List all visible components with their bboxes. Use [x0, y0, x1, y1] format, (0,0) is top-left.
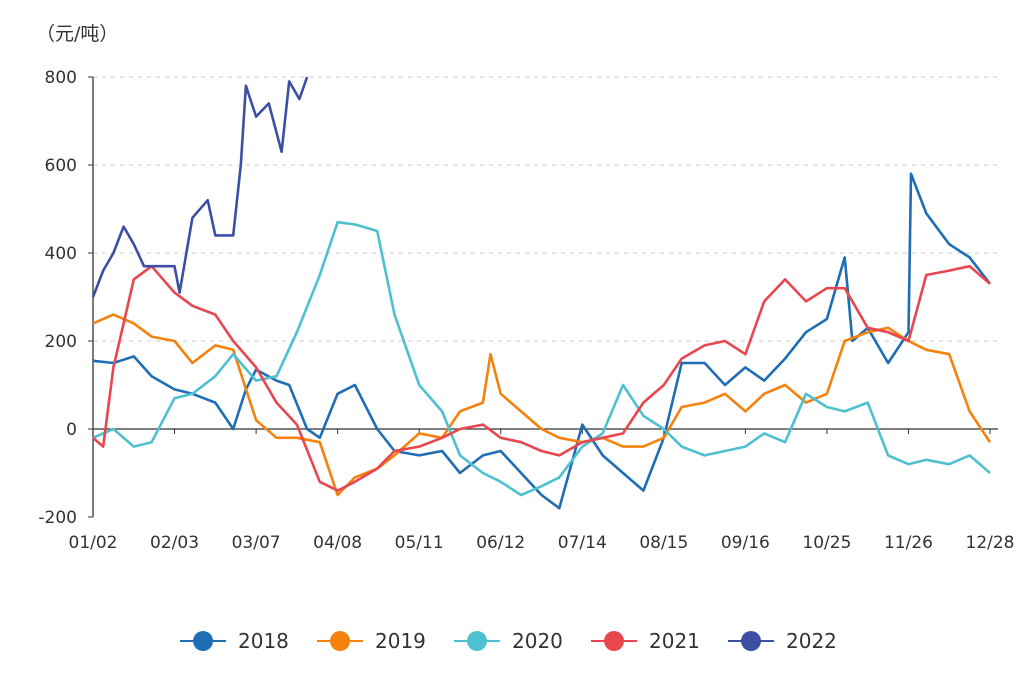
- y-tick-label: 400: [45, 244, 77, 264]
- series-lines: [91, 76, 992, 510]
- y-axis-label: （元/吨）: [36, 23, 118, 45]
- legend-label-2022: 2022: [786, 629, 837, 653]
- x-tick-label: 01/02: [69, 533, 118, 553]
- x-tick-label: 06/12: [476, 533, 525, 553]
- x-tick-label: 11/26: [884, 533, 933, 553]
- legend-label-2021: 2021: [649, 629, 700, 653]
- legend-marker-2018: [193, 631, 213, 651]
- x-tick-label: 12/28: [966, 533, 1015, 553]
- x-tick-label: 05/11: [395, 533, 444, 553]
- y-tick-label: 800: [45, 68, 77, 88]
- x-tick-label: 04/08: [313, 533, 362, 553]
- series-line-2020: [92, 220, 991, 497]
- y-tick-label: -200: [38, 508, 77, 528]
- series-line-2021: [92, 264, 991, 492]
- legend-marker-2019: [330, 631, 350, 651]
- x-tick-label: 09/16: [721, 533, 770, 553]
- legend-label-2020: 2020: [512, 629, 563, 653]
- gridlines: [93, 76, 1000, 342]
- x-tick-label: 08/15: [639, 533, 688, 553]
- y-tick-label: 600: [45, 156, 77, 176]
- y-tick-label: 0: [66, 420, 77, 440]
- legend-marker-2020: [467, 631, 487, 651]
- x-tick-label: 10/25: [802, 533, 851, 553]
- series-line-2019: [92, 313, 992, 497]
- x-tick-label: 02/03: [150, 533, 199, 553]
- series-line-2018: [92, 172, 992, 510]
- legend-label-2018: 2018: [238, 629, 289, 653]
- series-line-2022: [91, 76, 309, 298]
- legend: 2018 2019 2020 2021 2022: [180, 629, 837, 653]
- x-tick-label: 07/14: [558, 533, 607, 553]
- x-tick-label: 03/07: [232, 533, 281, 553]
- axes: -200 0 200 400 600 800 01/02 02/03 03/07 04/08 05/…: [38, 68, 1014, 553]
- y-tick-label: 200: [45, 332, 77, 352]
- legend-marker-2021: [604, 631, 624, 651]
- legend-label-2019: 2019: [375, 629, 426, 653]
- legend-marker-2022: [741, 631, 761, 651]
